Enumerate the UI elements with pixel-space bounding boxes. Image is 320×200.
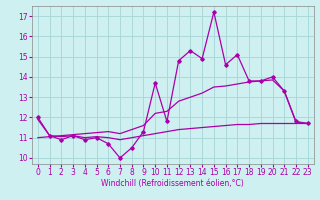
X-axis label: Windchill (Refroidissement éolien,°C): Windchill (Refroidissement éolien,°C) bbox=[101, 179, 244, 188]
